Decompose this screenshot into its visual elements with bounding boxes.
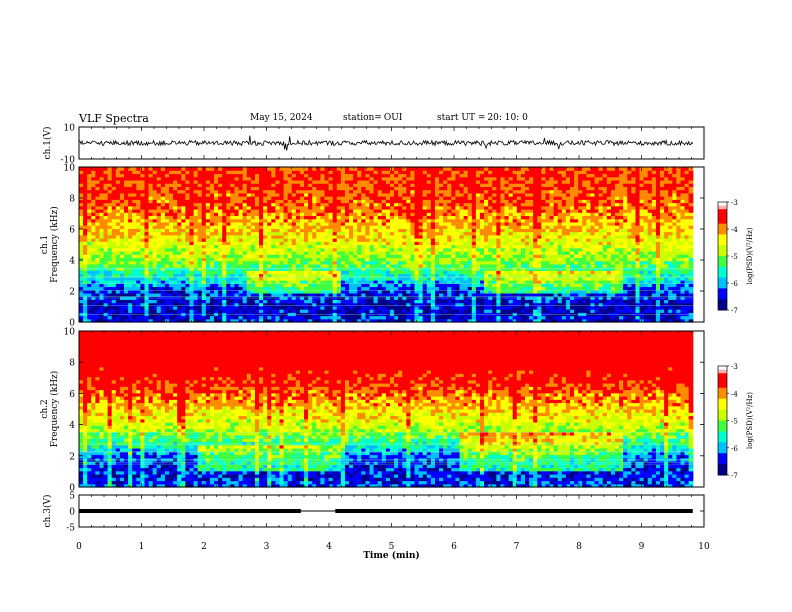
x-tick-label: 8	[576, 542, 582, 552]
start-label: start UT =	[437, 113, 486, 123]
y-tick-label: 5	[69, 492, 75, 502]
y-axis-label: Frequency (kHz)	[49, 371, 60, 448]
recording-date: May 15, 2024	[250, 113, 313, 123]
y-tick-label: 6	[69, 390, 75, 400]
x-tick-label: 4	[326, 542, 332, 552]
colorbar-tick-label: -5	[731, 253, 738, 261]
y-axis-label: ch.3(V)	[42, 495, 53, 528]
colorbar-tick-label: -5	[731, 418, 738, 426]
x-axis-label: Time (min)	[363, 550, 420, 561]
ch1-trace	[78, 135, 694, 151]
y-tick-label: 6	[69, 226, 75, 236]
colorbar-tick-label: -6	[731, 280, 738, 288]
y-tick-label: 4	[69, 421, 75, 431]
y-tick-label: -10	[61, 156, 76, 166]
y-tick-label: -5	[66, 524, 75, 534]
y-tick-label: 8	[69, 359, 75, 369]
colorbar-tick-label: -3	[731, 363, 738, 371]
x-tick-label: 1	[139, 542, 145, 552]
station-value: OUI	[383, 113, 403, 123]
chart-title: VLF Spectra	[79, 112, 149, 125]
y-tick-label: 8	[69, 195, 75, 205]
x-tick-label: 3	[264, 542, 270, 552]
y-tick-label: 0	[69, 508, 75, 518]
x-tick-label: 0	[76, 542, 82, 552]
colorbar-tick-label: -4	[731, 226, 738, 234]
y-axis-label: ch.1(V)	[42, 127, 53, 160]
x-tick-label: 7	[514, 542, 520, 552]
channel-label: ch.1	[40, 235, 50, 254]
y-tick-label: 2	[69, 452, 75, 462]
y-tick-label: 0	[69, 484, 75, 494]
y-tick-label: 10	[64, 124, 76, 134]
colorbar-tick-label: -4	[731, 390, 738, 398]
x-tick-label: 9	[639, 542, 645, 552]
colorbar-tick-label: -3	[731, 199, 738, 207]
x-tick-label: 10	[698, 542, 710, 552]
y-axis-label: Frequency (kHz)	[49, 206, 60, 283]
colorbar-tick-label: -7	[731, 307, 738, 315]
colorbar-tick-label: -6	[731, 445, 738, 453]
x-tick-label: 5	[389, 542, 395, 552]
x-tick-label: 2	[201, 542, 207, 552]
station-label: station=	[343, 113, 382, 123]
colorbar-label: log(PSD)(V²/Hz)	[746, 227, 754, 284]
start-value: 20: 10: 0	[487, 113, 528, 123]
station-info: station= OUI	[343, 113, 402, 123]
y-tick-label: 10	[64, 164, 76, 174]
colorbar-tick-label: -7	[731, 472, 738, 480]
y-tick-label: 2	[69, 288, 75, 298]
spectrogram-ch2	[79, 331, 694, 488]
spectrogram-ch1	[79, 167, 694, 323]
x-tick-label: 6	[451, 542, 457, 552]
y-tick-label: 4	[69, 257, 75, 267]
start-time-info: start UT = 20: 10: 0	[437, 113, 528, 123]
channel-label: ch.2	[40, 399, 50, 418]
colorbar-label: log(PSD)(V²/Hz)	[746, 392, 754, 449]
y-tick-label: 10	[64, 328, 76, 338]
y-tick-label: 0	[69, 319, 75, 329]
